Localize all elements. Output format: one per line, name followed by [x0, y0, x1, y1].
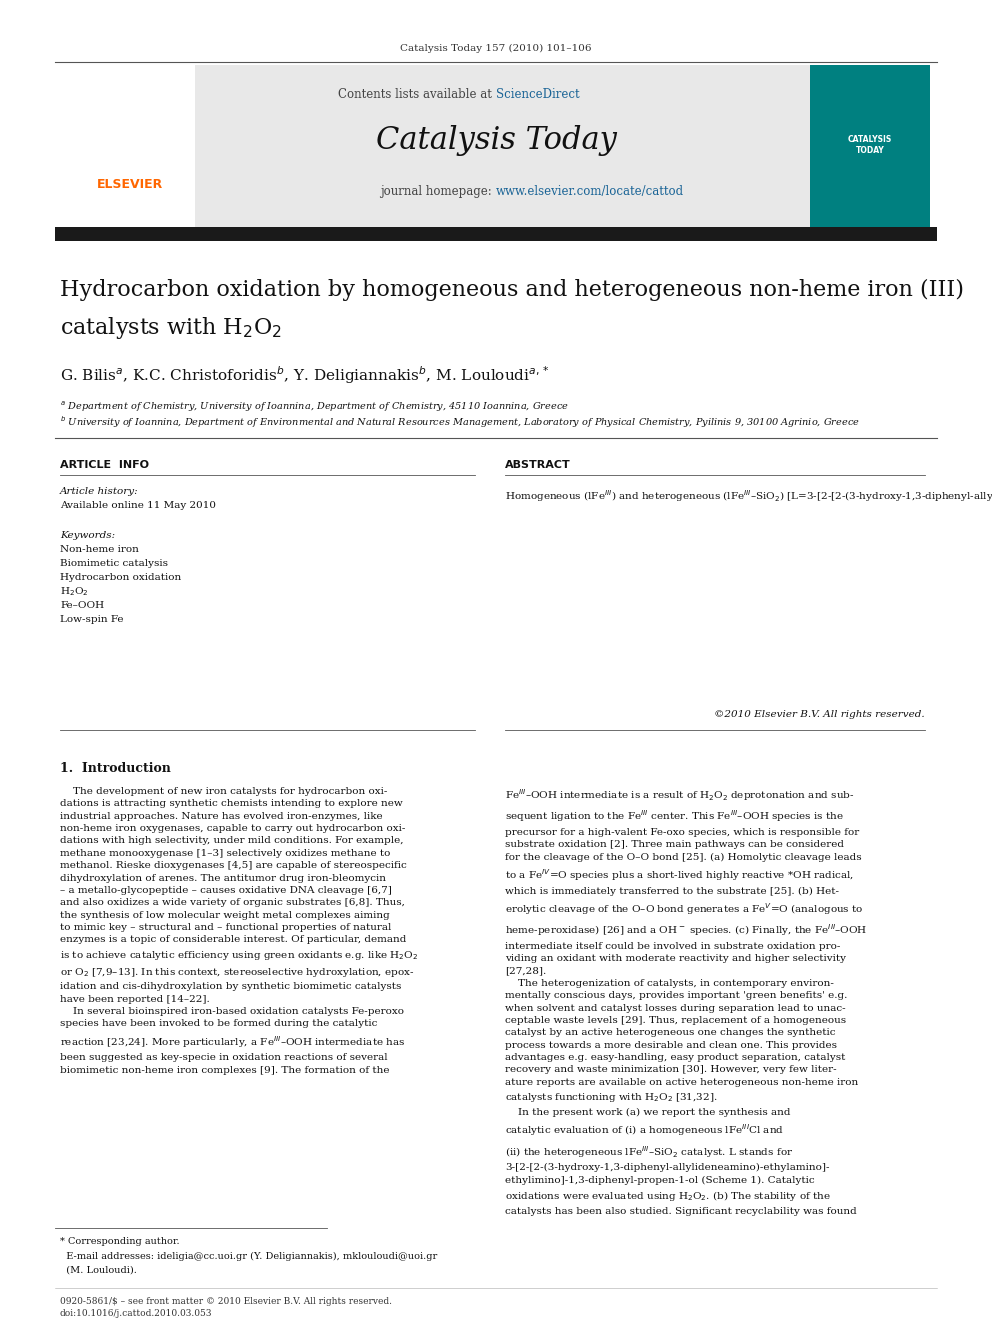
Text: Catalysis Today: Catalysis Today — [376, 124, 616, 156]
Text: Homogeneous (lFe$^{III}$) and heterogeneous (lFe$^{III}$–SiO$_2$) [L=3-[2-[2-(3-: Homogeneous (lFe$^{III}$) and heterogene… — [505, 488, 992, 504]
FancyBboxPatch shape — [65, 65, 927, 228]
Text: Available online 11 May 2010: Available online 11 May 2010 — [60, 501, 216, 511]
FancyBboxPatch shape — [810, 65, 930, 228]
Text: E-mail addresses: ideligia@cc.uoi.gr (Y. Deligiannakis), mklouloudi@uoi.gr: E-mail addresses: ideligia@cc.uoi.gr (Y.… — [60, 1252, 437, 1261]
Text: 0920-5861/$ – see front matter © 2010 Elsevier B.V. All rights reserved.: 0920-5861/$ – see front matter © 2010 El… — [60, 1297, 392, 1306]
Text: H$_2$O$_2$: H$_2$O$_2$ — [60, 586, 88, 598]
Text: catalysts with H$_2$O$_2$: catalysts with H$_2$O$_2$ — [60, 315, 282, 341]
Text: Fe–OOH: Fe–OOH — [60, 602, 104, 610]
Text: Hydrocarbon oxidation: Hydrocarbon oxidation — [60, 573, 182, 582]
Text: Keywords:: Keywords: — [60, 531, 115, 540]
Text: www.elsevier.com/locate/cattod: www.elsevier.com/locate/cattod — [496, 185, 684, 198]
Text: 1.  Introduction: 1. Introduction — [60, 762, 171, 774]
Text: journal homepage:: journal homepage: — [381, 185, 496, 198]
FancyBboxPatch shape — [55, 228, 937, 241]
Text: $^b$ University of Ioannina, Department of Environmental and Natural Resources M: $^b$ University of Ioannina, Department … — [60, 414, 860, 430]
Text: Contents lists available at: Contents lists available at — [338, 89, 496, 102]
Text: ABSTRACT: ABSTRACT — [505, 460, 570, 470]
Text: ARTICLE  INFO: ARTICLE INFO — [60, 460, 149, 470]
Text: (M. Louloudi).: (M. Louloudi). — [60, 1266, 137, 1274]
Text: Article history:: Article history: — [60, 487, 139, 496]
Text: * Corresponding author.: * Corresponding author. — [60, 1237, 180, 1246]
Text: Low-spin Fe: Low-spin Fe — [60, 615, 123, 624]
Text: CATALYSIS
TODAY: CATALYSIS TODAY — [848, 135, 892, 155]
Text: Biomimetic catalysis: Biomimetic catalysis — [60, 560, 168, 569]
FancyBboxPatch shape — [65, 65, 195, 228]
Text: ELSEVIER: ELSEVIER — [97, 179, 163, 192]
Text: doi:10.1016/j.cattod.2010.03.053: doi:10.1016/j.cattod.2010.03.053 — [60, 1308, 212, 1318]
Text: G. Bilis$^a$, K.C. Christoforidis$^b$, Y. Deligiannakis$^b$, M. Louloudi$^{a,*}$: G. Bilis$^a$, K.C. Christoforidis$^b$, Y… — [60, 364, 550, 386]
Text: ScienceDirect: ScienceDirect — [496, 89, 579, 102]
Text: Fe$^{III}$–OOH intermediate is a result of H$_2$O$_2$ deprotonation and sub-
seq: Fe$^{III}$–OOH intermediate is a result … — [505, 787, 867, 1216]
Text: Catalysis Today 157 (2010) 101–106: Catalysis Today 157 (2010) 101–106 — [400, 44, 592, 53]
Text: Non-heme iron: Non-heme iron — [60, 545, 139, 554]
Text: Hydrocarbon oxidation by homogeneous and heterogeneous non-heme iron (III): Hydrocarbon oxidation by homogeneous and… — [60, 279, 964, 302]
Text: ©2010 Elsevier B.V. All rights reserved.: ©2010 Elsevier B.V. All rights reserved. — [714, 710, 925, 720]
Text: The development of new iron catalysts for hydrocarbon oxi-
dations is attracting: The development of new iron catalysts fo… — [60, 787, 419, 1074]
Text: $^a$ Department of Chemistry, University of Ioannina, Department of Chemistry, 4: $^a$ Department of Chemistry, University… — [60, 400, 568, 414]
